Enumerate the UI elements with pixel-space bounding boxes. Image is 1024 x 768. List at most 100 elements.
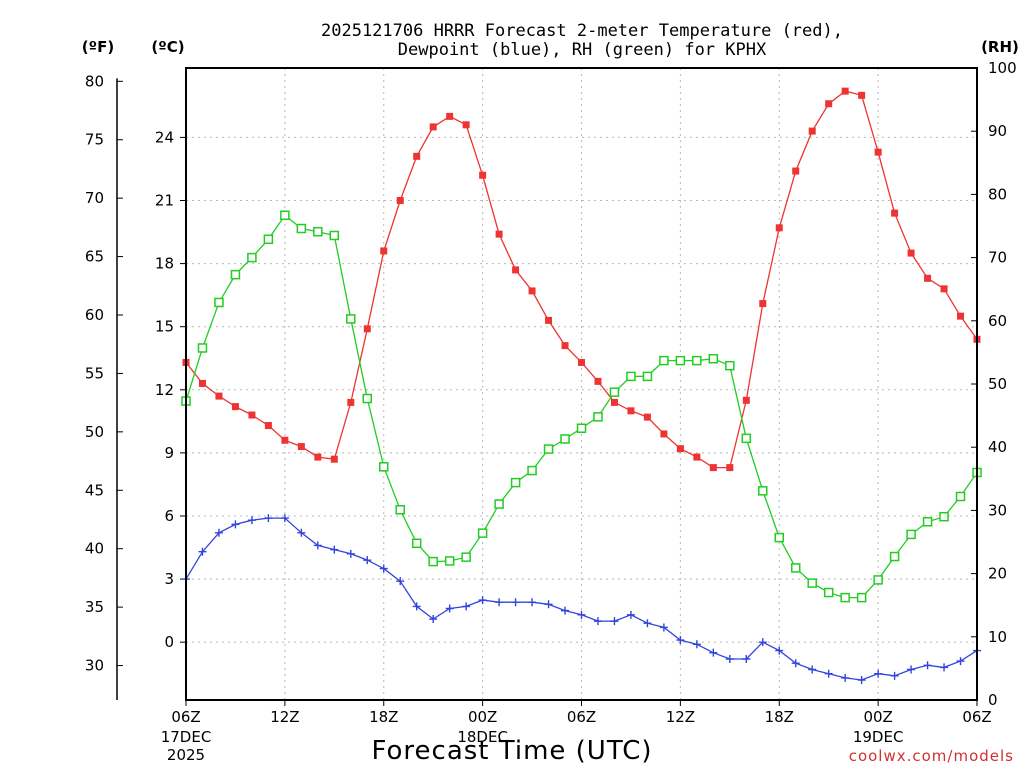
dewpoint-point: [412, 602, 421, 611]
dewpoint-point: [346, 549, 355, 558]
rh-point: [856, 592, 867, 603]
dewpoint-point: [478, 596, 487, 605]
x-tick-label: 00Z: [468, 708, 497, 726]
dewpoint-point: [758, 638, 767, 647]
celsius-tick-label: 15: [155, 318, 174, 336]
rh-tick-label: 60: [988, 312, 1007, 330]
plot-frame: [185, 67, 978, 701]
dewpoint-point: [808, 665, 817, 674]
temperature-point: [693, 453, 701, 461]
dewpoint-point: [280, 514, 289, 523]
dewpoint-point: [923, 661, 932, 670]
celsius-tick-label: 3: [164, 570, 174, 588]
fahrenheit-tick-label: 30: [85, 657, 104, 675]
x-date-label: 18DEC: [457, 728, 508, 746]
rh-point: [494, 499, 504, 509]
temperature-point: [314, 453, 322, 461]
dewpoint-point: [462, 602, 471, 611]
dewpoint-point: [544, 600, 553, 609]
rh-point: [543, 444, 554, 454]
credit-label: coolwx.com/models: [849, 747, 1014, 765]
rh-point: [444, 556, 455, 566]
rh-point: [379, 462, 389, 472]
rh-point: [889, 551, 900, 562]
x-date-label: 17DEC: [161, 728, 212, 746]
series-layer: [181, 87, 982, 685]
chart-title-line2: Dewpoint (blue), RH (green) for KPHX: [398, 40, 767, 60]
dewpoint-point: [297, 528, 306, 537]
celsius-tick-label: 24: [155, 128, 174, 146]
temperature-point: [940, 285, 948, 293]
x-tick-label: 18Z: [765, 708, 794, 726]
rh-point: [395, 505, 405, 515]
temperature-point: [759, 300, 767, 308]
dewpoint-point: [429, 615, 438, 624]
celsius-tick-label: 21: [155, 191, 174, 209]
dewpoint-point: [330, 545, 339, 554]
fahrenheit-tick-label: 40: [85, 540, 104, 558]
rh-tick-label: 100: [988, 59, 1017, 77]
rh-point: [790, 563, 801, 573]
temperature-point: [891, 209, 899, 217]
temperature-point: [825, 100, 833, 108]
temperature-point: [742, 396, 750, 404]
fahrenheit-tick-label: 70: [85, 189, 104, 207]
celsius-tick-label: 6: [164, 507, 174, 525]
x-tick-label: 06Z: [567, 708, 596, 726]
rh-point: [626, 371, 636, 382]
rh-point: [510, 477, 521, 488]
rh-point: [428, 556, 438, 567]
temperature-point: [462, 121, 470, 129]
rh-point: [840, 592, 850, 603]
temperature-point: [380, 247, 388, 255]
dewpoint-point: [940, 663, 949, 672]
temperature-point: [330, 455, 338, 463]
x-tick-label: 18Z: [369, 708, 398, 726]
rh-point: [527, 465, 537, 476]
dewpoint-point: [561, 606, 570, 615]
x-axis-title: Forecast Time (UTC): [371, 736, 652, 766]
temperature-point: [429, 123, 437, 131]
temperature-point: [347, 398, 355, 406]
dewpoint-point: [725, 654, 734, 663]
fahrenheit-unit-label: (ºF): [82, 38, 114, 56]
fahrenheit-tick-label: 35: [85, 598, 104, 616]
dewpoint-point: [445, 604, 454, 613]
dewpoint-point: [907, 665, 916, 674]
rh-point: [939, 511, 949, 522]
x-tick-label: 00Z: [863, 708, 892, 726]
rh-point: [675, 355, 686, 366]
rh-point: [659, 355, 669, 366]
dewpoint-point: [874, 669, 883, 678]
dewpoint-point: [264, 514, 273, 523]
dewpoint-point: [956, 657, 965, 666]
temperature-point: [512, 266, 520, 274]
dewpoint-point: [379, 564, 388, 573]
temperature-point: [874, 148, 882, 156]
temperature-point: [578, 358, 585, 366]
rh-point: [313, 226, 323, 237]
rh-point: [411, 538, 422, 549]
rh-tick-label: 10: [988, 628, 1007, 646]
rh-tick-label: 30: [988, 501, 1007, 519]
dewpoint-point: [643, 619, 652, 628]
temperature-point: [479, 171, 487, 179]
dewpoint-point: [659, 623, 668, 632]
x-tick-label: 12Z: [270, 708, 299, 726]
temperature-point: [561, 342, 569, 350]
temperature-point: [726, 464, 734, 472]
x-tick-label: 06Z: [962, 708, 991, 726]
dewpoint-point: [857, 676, 866, 685]
x-tick-label: 06Z: [171, 708, 200, 726]
temperature-point: [643, 413, 651, 421]
rh-point: [823, 587, 834, 598]
fahrenheit-tick-label: 65: [85, 248, 104, 266]
rh-tick-label: 50: [988, 375, 1007, 393]
rh-point: [774, 532, 784, 543]
rh-tick-label: 0: [988, 691, 998, 709]
dewpoint-point: [841, 673, 850, 682]
x-year-label: 2025: [167, 746, 205, 764]
celsius-unit-label: (ºC): [151, 38, 184, 56]
fahrenheit-tick-label: 80: [85, 72, 104, 90]
chart-title-line1: 2025121706 HRRR Forecast 2-meter Tempera…: [321, 21, 843, 41]
